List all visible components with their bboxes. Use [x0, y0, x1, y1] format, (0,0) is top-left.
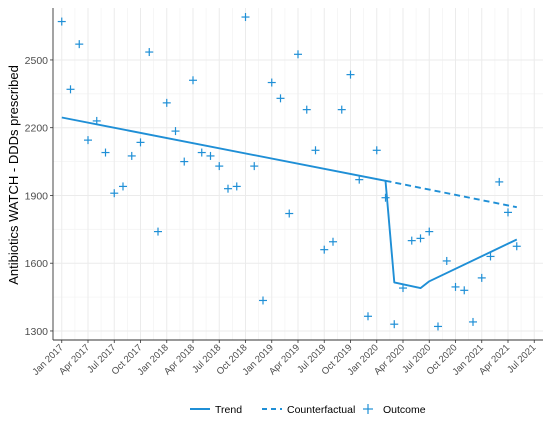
outcome-point: [127, 151, 136, 160]
outcome-point: [162, 98, 171, 107]
outcome-point: [512, 242, 521, 251]
outcome-point: [110, 189, 119, 198]
outcome-point: [101, 148, 110, 157]
outcome-point: [57, 17, 66, 26]
outcome-point: [477, 273, 486, 282]
legend-item-counterfactual: Counterfactual: [262, 404, 355, 416]
legend: Trend Counterfactual Outcome: [190, 404, 426, 416]
outcome-point: [232, 182, 241, 191]
legend-item-trend: Trend: [190, 404, 242, 416]
x-tick-label: Jul 2021: [505, 342, 538, 375]
y-tick-label: 2500: [25, 55, 49, 67]
outcome-point: [119, 182, 127, 191]
outcome-point: [364, 312, 372, 321]
outcome-point: [434, 322, 442, 331]
outcome-point: [451, 282, 460, 291]
outcome-points: [57, 13, 521, 331]
legend-label: Counterfactual: [287, 404, 355, 416]
outcome-point: [486, 252, 495, 261]
outcome-point: [224, 184, 232, 193]
outcome-point: [460, 286, 469, 295]
outcome-point: [215, 162, 224, 171]
series-lines: [61, 116, 518, 290]
y-tick-label: 1600: [25, 258, 49, 270]
y-axis-label: Antibiotics WATCH - DDDs prescribed: [6, 65, 21, 285]
outcome-point: [206, 151, 215, 160]
trend-line: [61, 116, 518, 290]
outcome-point: [276, 94, 285, 103]
outcome-point: [285, 209, 294, 218]
outcome-point: [425, 227, 434, 236]
outcome-point: [407, 236, 416, 245]
outcome-point: [241, 13, 250, 22]
legend-item-outcome: Outcome: [363, 404, 426, 416]
outcome-point: [329, 237, 337, 246]
outcome-point: [320, 245, 329, 254]
outcome-point: [92, 116, 101, 125]
outcome-point: [346, 70, 355, 79]
outcome-point: [197, 148, 206, 157]
outcome-point: [469, 317, 477, 326]
y-tick-label: 1300: [25, 326, 49, 338]
outcome-point: [250, 162, 259, 171]
y-tick-label: 1900: [25, 190, 49, 202]
outcome-point: [302, 105, 311, 114]
legend-label: Trend: [215, 404, 242, 416]
outcome-point: [311, 146, 320, 155]
grid-layer: [53, 8, 543, 340]
outcome-point: [337, 105, 346, 114]
outcome-point: [189, 76, 197, 85]
outcome-point: [66, 85, 75, 94]
outcome-point: [75, 40, 84, 49]
outcome-point: [442, 256, 451, 265]
outcome-point: [259, 296, 267, 305]
outcome-point: [390, 320, 399, 329]
outcome-point: [294, 50, 302, 59]
y-tick-label: 2200: [25, 123, 49, 135]
outcome-point: [355, 175, 364, 184]
legend-label: Outcome: [383, 404, 426, 416]
counterfactual-line: [385, 179, 517, 209]
outcome-point: [504, 208, 512, 217]
outcome-point: [416, 234, 425, 243]
outcome-point: [84, 136, 92, 145]
outcome-point: [267, 78, 276, 87]
outcome-point: [180, 157, 189, 166]
outcome-point: [171, 127, 180, 136]
outcome-point: [381, 193, 390, 202]
outcome-point: [495, 177, 504, 186]
outcome-point: [399, 284, 407, 293]
outcome-point: [145, 48, 154, 57]
outcome-point: [372, 146, 381, 155]
outcome-point: [136, 138, 145, 147]
outcome-point: [154, 227, 162, 236]
